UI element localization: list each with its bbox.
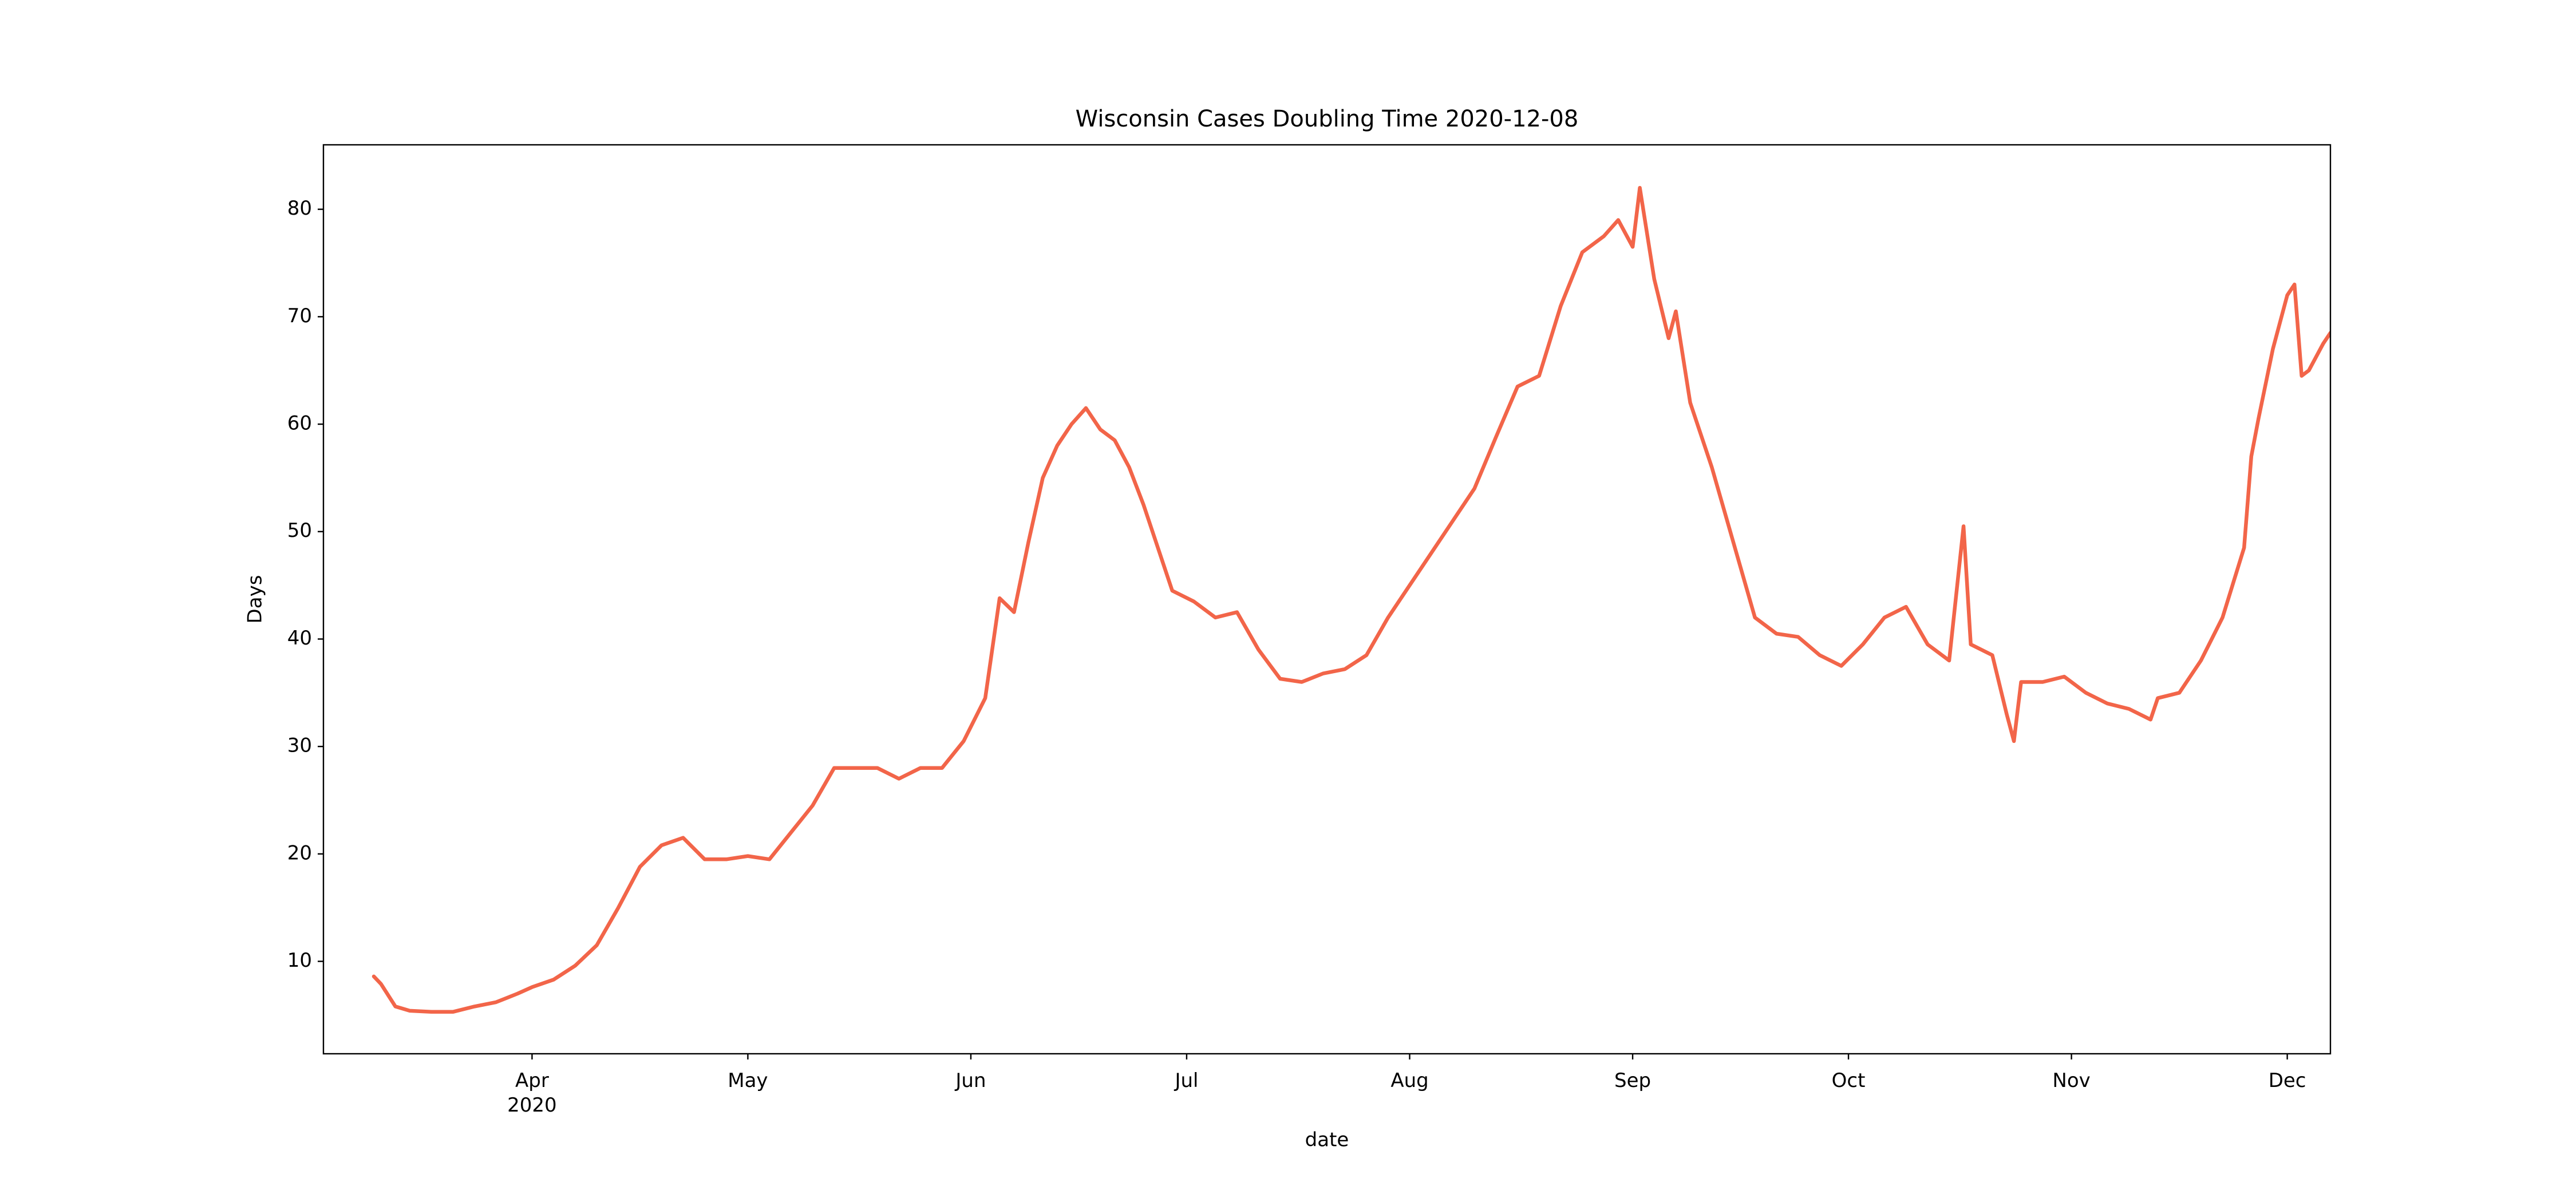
x-tick-label: Nov	[2052, 1069, 2090, 1092]
y-tick-label: 40	[287, 627, 312, 650]
x-tick-label: Jun	[954, 1069, 986, 1092]
x-tick-label: Apr 2020	[507, 1069, 557, 1117]
y-tick-label: 20	[287, 841, 312, 864]
y-tick-label: 60	[287, 412, 312, 435]
plot-frame	[322, 144, 2332, 1055]
x-tick-label: Sep	[1614, 1069, 1651, 1092]
x-tick-label: May	[728, 1069, 768, 1092]
x-axis-label: date	[1305, 1129, 1349, 1152]
y-tick-label: 80	[287, 197, 312, 220]
data-line	[372, 185, 2330, 1014]
chart-title: Wisconsin Cases Doubling Time 2020-12-08	[1076, 106, 1579, 132]
x-tick-label: Aug	[1390, 1069, 1428, 1092]
x-tick-label: Dec	[2269, 1069, 2306, 1092]
y-tick-label: 50	[287, 519, 312, 542]
y-tick-label: 30	[287, 734, 312, 757]
x-tick-label: Jul	[1174, 1069, 1198, 1092]
x-tick-label: Oct	[1832, 1069, 1866, 1092]
y-tick-label: 10	[287, 949, 312, 972]
y-tick-label: 70	[287, 305, 312, 327]
y-axis-label: Days	[244, 575, 267, 624]
